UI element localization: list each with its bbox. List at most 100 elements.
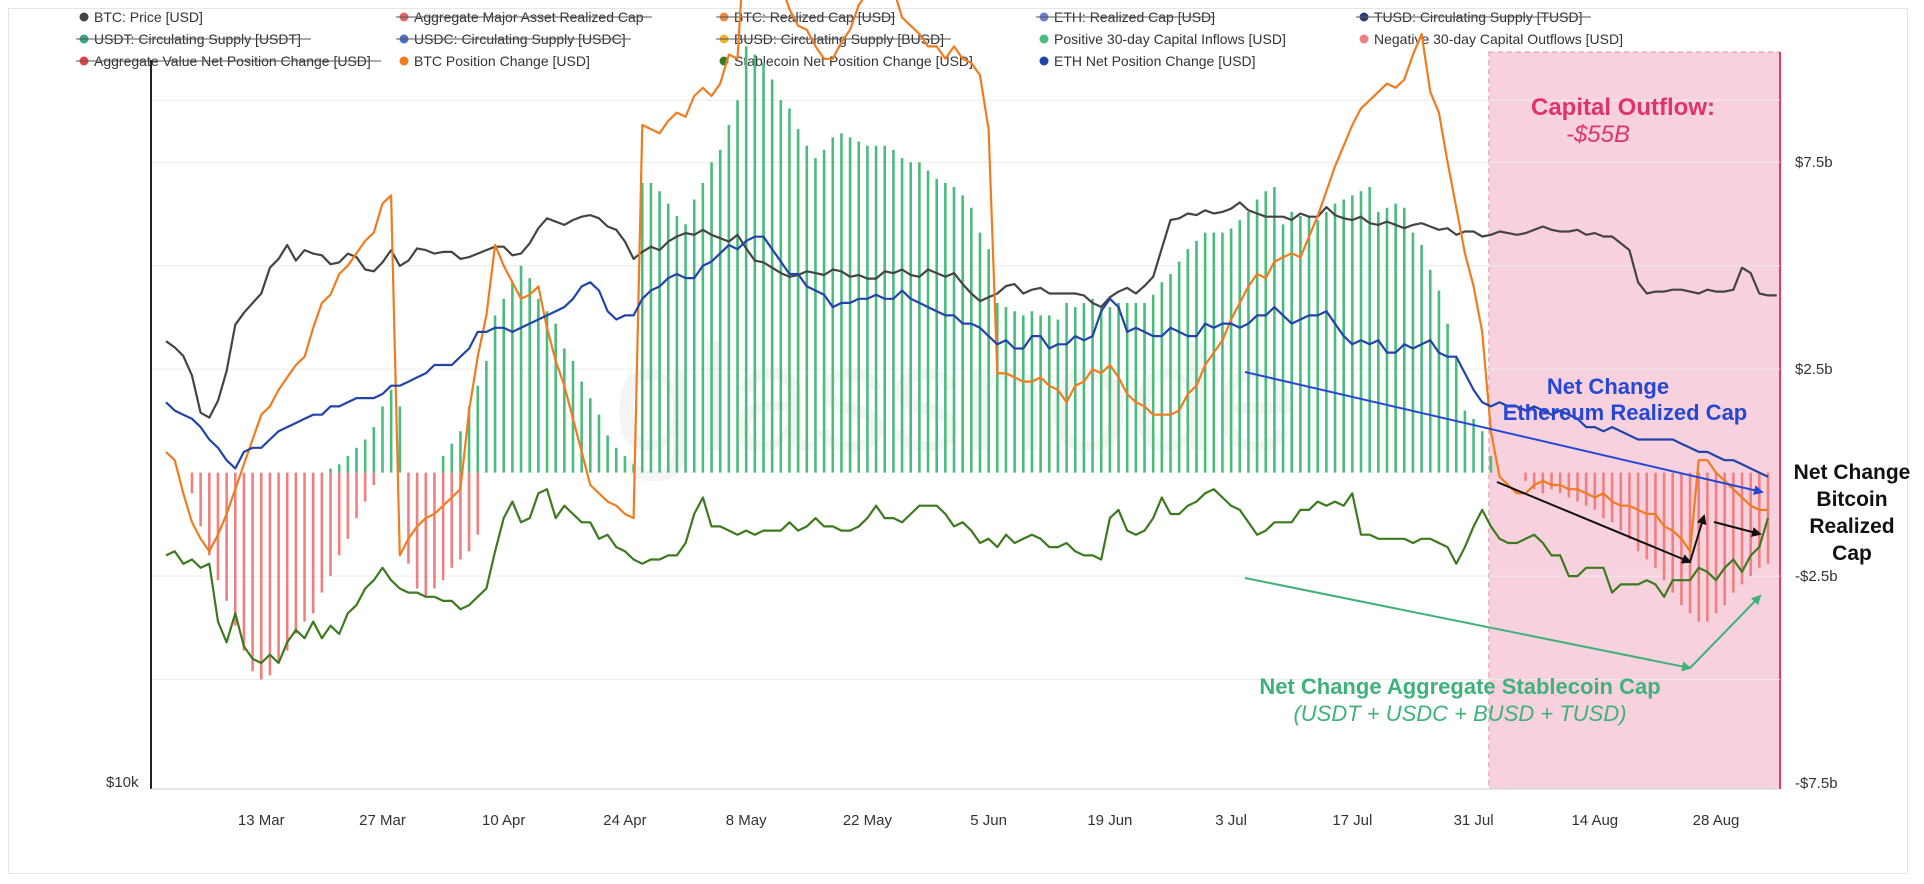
bar <box>372 472 376 486</box>
bar <box>1333 203 1337 473</box>
legend-item-negative-30-day-capital-outflows-usd[interactable]: Negative 30-day Capital Outflows [USD] <box>1359 31 1624 47</box>
bar <box>658 191 661 473</box>
bar <box>563 348 566 473</box>
bar <box>372 427 376 473</box>
bar <box>814 158 817 473</box>
bar <box>649 182 653 473</box>
eth-annotation-line2: Ethereum Realized Cap <box>1503 400 1748 425</box>
legend-item-usdc-circulating-supply-usdc[interactable]: USDC: Circulating Supply [USDC] <box>396 31 631 47</box>
x-tick-label: 17 Jul <box>1332 812 1372 829</box>
outflow-value: -$55B <box>1566 121 1630 148</box>
bar <box>1671 472 1675 593</box>
x-tick-label: 27 Mar <box>359 812 406 829</box>
bar <box>1108 307 1112 473</box>
bar <box>320 472 324 593</box>
bar <box>589 398 592 473</box>
btc-arrow-right <box>1713 521 1762 537</box>
bar <box>1247 211 1250 473</box>
bar <box>762 62 765 473</box>
bar <box>710 162 713 473</box>
bar <box>796 129 800 473</box>
bar <box>1047 315 1051 473</box>
x-tick-label: 10 Apr <box>482 812 525 829</box>
legend-item-aggregate-value-net-position-change-usd[interactable]: Aggregate Value Net Position Change [USD… <box>76 53 381 69</box>
bar <box>1463 410 1467 473</box>
legend-item-aggregate-major-asset-realized-cap[interactable]: Aggregate Major Asset Realized Cap <box>396 9 652 25</box>
bar <box>831 137 835 473</box>
bar <box>459 431 462 473</box>
y-axis-left-label: $10k <box>106 774 139 791</box>
legend-item-eth-realized-cap-usd[interactable]: ETH: Realized Cap [USD] <box>1036 9 1215 25</box>
bar <box>1403 207 1406 473</box>
bar <box>666 203 670 473</box>
btc-annotation-line2: Bitcoin <box>1816 488 1887 511</box>
legend-item-tusd-circulating-supply-tusd[interactable]: TUSD: Circulating Supply [TUSD] <box>1356 9 1591 25</box>
bar <box>1299 216 1302 473</box>
bar <box>1229 228 1233 473</box>
bar <box>883 145 887 473</box>
bar <box>822 149 826 473</box>
bar <box>1255 199 1259 473</box>
bar <box>251 472 254 672</box>
bar <box>1532 472 1536 490</box>
bar <box>718 149 722 473</box>
bar <box>337 472 341 556</box>
bar <box>1645 472 1649 560</box>
legend-item-busd-circulating-supply-busd[interactable]: BUSD: Circulating Supply [BUSD] <box>716 31 951 47</box>
legend-swatch <box>79 12 89 22</box>
bar <box>277 472 280 663</box>
bar <box>1411 232 1415 473</box>
bar <box>944 182 947 473</box>
bar <box>389 389 393 473</box>
bar <box>329 468 332 473</box>
bar <box>1368 187 1371 473</box>
bar <box>1758 472 1761 568</box>
bar <box>866 145 869 473</box>
legend-item-usdt-circulating-supply-usdt[interactable]: USDT: Circulating Supply [USDT] <box>76 31 311 47</box>
bar <box>1117 302 1120 473</box>
bar <box>225 472 228 601</box>
bar <box>511 282 514 473</box>
bar <box>623 456 627 473</box>
bar <box>1480 431 1484 473</box>
bar <box>779 100 783 473</box>
bar <box>692 199 696 473</box>
legend-item-btc-realized-cap-usd[interactable]: BTC: Realized Cap [USD] <box>716 9 895 25</box>
bar <box>1550 472 1553 490</box>
bar <box>355 447 358 473</box>
bar <box>1325 211 1328 473</box>
legend-item-btc-position-change-usd[interactable]: BTC Position Change [USD] <box>399 53 590 69</box>
legend-item-eth-net-position-change-usd[interactable]: ETH Net Position Change [USD] <box>1039 53 1256 69</box>
gridlines <box>151 99 1780 681</box>
bar <box>1160 282 1164 473</box>
x-tick-label: 19 Jun <box>1087 812 1132 829</box>
bar <box>918 162 921 473</box>
bar <box>1714 472 1718 614</box>
bar <box>900 158 904 473</box>
legend[interactable]: BTC: Price [USD] Aggregate Major Asset Re… <box>76 9 1623 69</box>
legend-item-positive-30-day-capital-inflows-usd[interactable]: Positive 30-day Capital Inflows [USD] <box>1039 31 1286 47</box>
bar <box>311 472 315 614</box>
series-stablecoin-net-position-change-usd <box>165 488 1770 665</box>
legend-swatch <box>1359 34 1369 44</box>
bar <box>1723 472 1727 606</box>
legend-swatch <box>1039 34 1049 44</box>
bar <box>1021 315 1025 473</box>
bar <box>874 145 878 473</box>
legend-item-btc-price-usd[interactable]: BTC: Price [USD] <box>79 9 203 25</box>
legend-item-stablecoin-net-position-change-usd[interactable]: Stablecoin Net Position Change [USD] <box>719 53 973 69</box>
bar <box>996 302 999 473</box>
bar <box>450 472 454 568</box>
stablecoin-arrow <box>1244 577 1692 672</box>
series-positive-30-day-capital-inflows-usd <box>329 46 1493 473</box>
bar <box>805 145 809 473</box>
bar <box>1177 261 1181 473</box>
bar <box>329 472 332 577</box>
bar <box>1619 472 1623 531</box>
y-axis-ticks: $7.5b $2.5b -$2.5b -$7.5b <box>1795 154 1838 792</box>
bar <box>1602 472 1605 519</box>
btc-annotation-line4: Cap <box>1832 542 1872 565</box>
bar <box>1593 472 1597 510</box>
bar <box>363 472 367 502</box>
legend-label: ETH Net Position Change [USD] <box>1054 53 1256 69</box>
